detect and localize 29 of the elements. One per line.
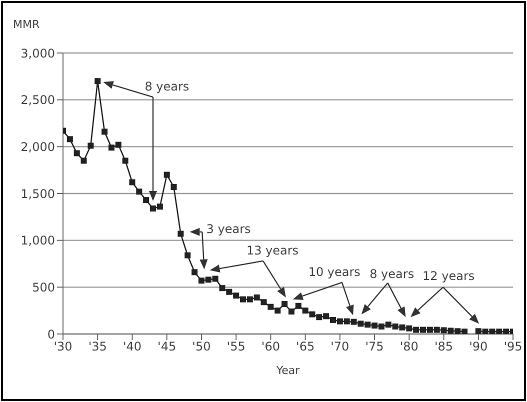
y-tick-label: 0 bbox=[47, 327, 55, 342]
x-tick-label: '90 bbox=[469, 340, 488, 354]
y-axis-title: MMR bbox=[13, 18, 40, 31]
x-tick-label: '95 bbox=[504, 340, 522, 354]
x-tick-label: '45 bbox=[158, 340, 176, 354]
y-tick-label: 2,000 bbox=[20, 140, 55, 154]
annotation: 3 years bbox=[206, 222, 251, 236]
annotation: 10 years bbox=[308, 264, 360, 279]
x-tick-label: '60 bbox=[261, 340, 280, 354]
y-tick-label: 1,000 bbox=[20, 234, 55, 248]
y-tick-label: 2,500 bbox=[20, 93, 55, 108]
x-tick-label: '30 bbox=[54, 340, 72, 354]
x-tick-label: '80 bbox=[400, 340, 418, 354]
x-tick-label: '75 bbox=[365, 340, 384, 354]
y-tick-label: 500 bbox=[32, 280, 55, 294]
y-tick-label: 1,500 bbox=[20, 186, 55, 201]
y-tick-label: 3,000 bbox=[20, 46, 55, 60]
x-tick-label: '55 bbox=[226, 340, 246, 354]
x-axis-title: Year bbox=[275, 364, 300, 377]
annotation: 8 years bbox=[144, 79, 190, 94]
x-tick-label: '70 bbox=[330, 340, 350, 354]
x-tick-label: '35 bbox=[88, 340, 107, 354]
annotation: 13 years bbox=[246, 243, 299, 258]
annotation: 12 years bbox=[422, 269, 475, 284]
x-tick-label: '40 bbox=[122, 340, 142, 354]
x-tick-label: '85 bbox=[434, 340, 454, 354]
x-tick-label: '65 bbox=[296, 340, 315, 354]
annotation: 8 years bbox=[370, 266, 414, 281]
x-tick-label: '50 bbox=[192, 340, 211, 354]
